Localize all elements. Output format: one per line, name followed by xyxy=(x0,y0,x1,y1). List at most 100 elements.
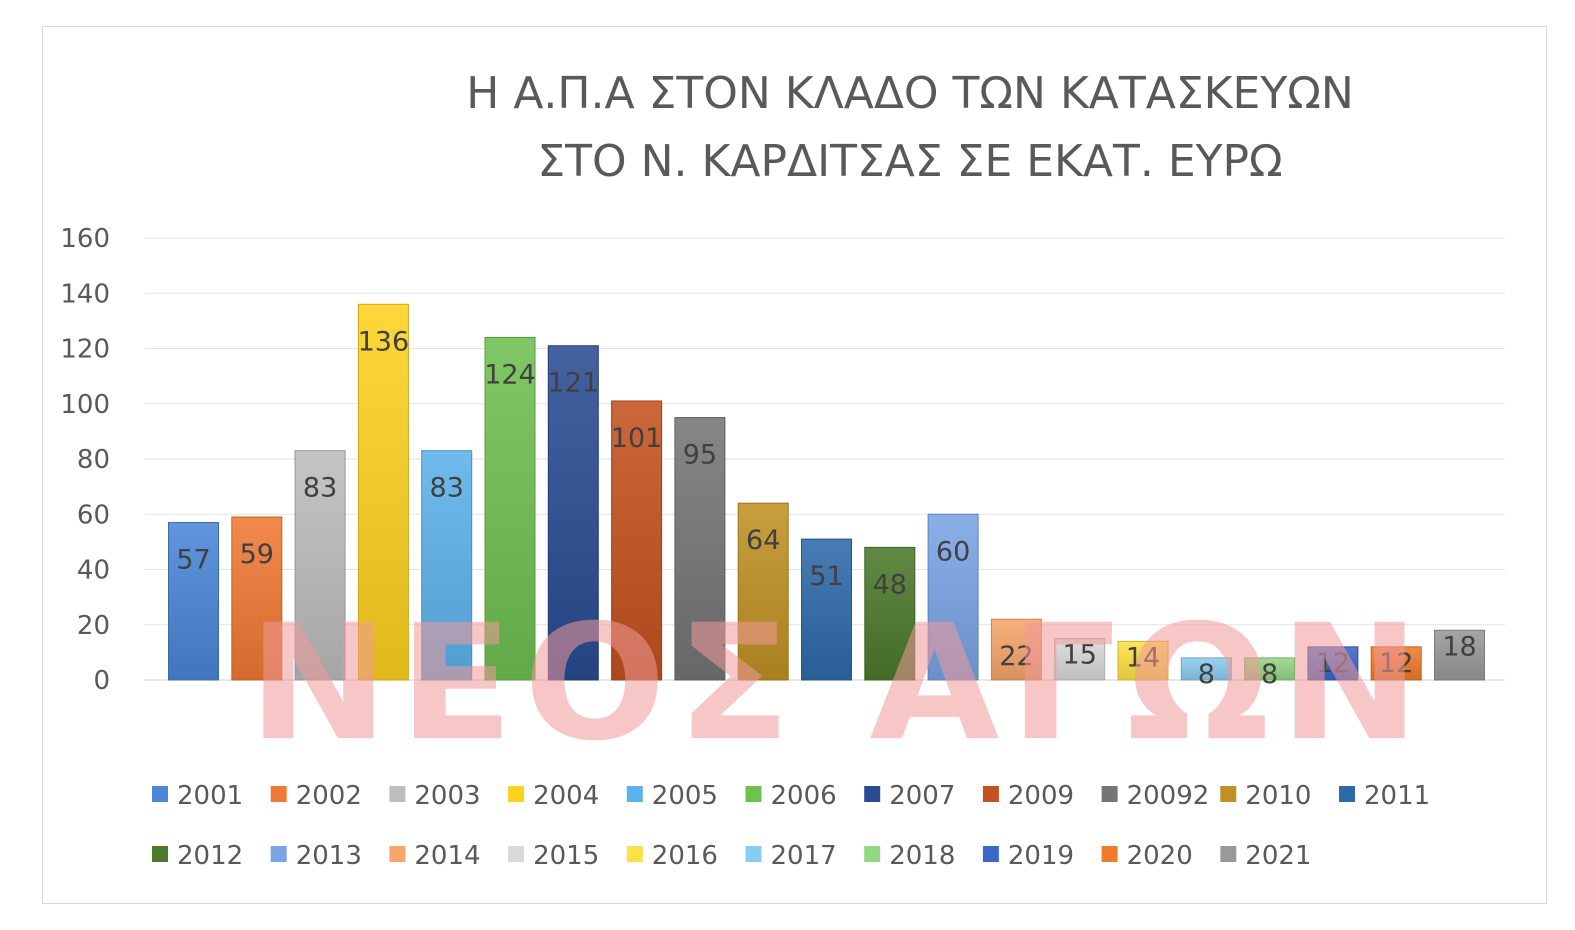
chart-title-line-1: Η Α.Π.Α ΣΤΟΝ ΚΛΑΔΟ ΤΩΝ ΚΑΤΑΣΚΕΥΩΝ xyxy=(466,68,1354,119)
legend-swatch xyxy=(745,786,762,802)
y-axis-ticks: 0 20 40 60 80 100 120 140 160 xyxy=(60,224,110,696)
legend-label: 20092 xyxy=(1127,781,1210,811)
legend-item-2018: 2018 xyxy=(864,841,955,871)
legend-item-2012: 2012 xyxy=(152,841,243,871)
data-label-20092: 95 xyxy=(683,440,717,471)
bar-2009 xyxy=(611,400,663,681)
bar-2003 xyxy=(294,450,346,681)
legend-swatch xyxy=(982,846,999,862)
chart-frame xyxy=(42,26,1547,904)
legend-label: 2013 xyxy=(296,841,362,871)
bar-2005 xyxy=(421,450,473,681)
data-label-2019: 12 xyxy=(1316,648,1350,679)
y-tick-label: 80 xyxy=(77,445,110,475)
data-label-2018: 8 xyxy=(1261,659,1278,690)
data-label-2021: 18 xyxy=(1442,631,1476,662)
legend-label: 2001 xyxy=(177,781,243,811)
bar-2020 xyxy=(1370,646,1422,681)
legend-swatch xyxy=(152,846,168,862)
y-tick-label: 160 xyxy=(60,224,110,254)
data-label-2011: 51 xyxy=(809,561,843,592)
legend-label: 2021 xyxy=(1245,841,1311,871)
legend-label: 2002 xyxy=(296,781,362,811)
legend-item-2016: 2016 xyxy=(626,841,718,871)
legend-swatch xyxy=(1101,786,1118,802)
data-label-2020: 12 xyxy=(1379,648,1413,679)
legend-label: 2019 xyxy=(1008,841,1074,871)
legend-label: 2006 xyxy=(771,781,837,811)
legend-item-2011: 2011 xyxy=(1339,781,1430,811)
legend-swatch xyxy=(864,786,881,802)
legend-item-2006: 2006 xyxy=(745,781,837,811)
data-label-2006: 124 xyxy=(484,359,536,390)
legend-item-2007: 2007 xyxy=(864,781,955,811)
legend-item-2009: 2009 xyxy=(982,781,1074,811)
data-label-2016: 14 xyxy=(1126,642,1160,673)
data-labels: 57 59 83 136 83 124 121 101 95 64 51 48 60 22 15 14 8 8 12… xyxy=(176,326,1476,690)
legend-swatch xyxy=(626,786,643,802)
legend-swatch xyxy=(389,846,406,862)
chart-title-line-2: ΣΤΟ Ν. ΚΑΡΔΙΤΣΑΣ ΣΕ ΕΚΑΤ. ΕΥΡΩ xyxy=(537,136,1283,187)
legend-swatch xyxy=(1339,786,1355,802)
bar-2019 xyxy=(1307,646,1359,681)
bar-2006 xyxy=(484,336,536,681)
data-label-2002: 59 xyxy=(240,539,274,570)
y-tick-label: 100 xyxy=(60,390,110,420)
bars xyxy=(168,303,1485,681)
legend-label: 2018 xyxy=(889,841,955,871)
legend-label: 2017 xyxy=(771,841,837,871)
legend-label: 2004 xyxy=(533,781,599,811)
legend-swatch xyxy=(864,846,881,862)
legend-item-2015: 2015 xyxy=(508,841,599,871)
legend-label: 2015 xyxy=(533,841,599,871)
bar-2001 xyxy=(168,522,219,681)
y-tick-label: 20 xyxy=(77,611,110,641)
y-tick-label: 140 xyxy=(60,279,110,309)
bar-2010 xyxy=(737,502,789,681)
legend-item-2013: 2013 xyxy=(270,841,362,871)
legend-label: 2010 xyxy=(1245,781,1311,811)
data-label-2010: 64 xyxy=(746,525,780,556)
legend-label: 2007 xyxy=(889,781,955,811)
data-label-2017: 8 xyxy=(1198,659,1215,690)
legend-label: 2012 xyxy=(177,841,243,871)
legend-item-2001: 2001 xyxy=(152,781,243,811)
legend-item-2021: 2021 xyxy=(1220,841,1311,871)
legend-swatch xyxy=(270,846,287,862)
data-label-2015: 15 xyxy=(1063,640,1097,671)
legend-item-2005: 2005 xyxy=(626,781,718,811)
legend-swatch xyxy=(1101,846,1118,862)
legend-swatch xyxy=(1220,846,1237,862)
bar-2018 xyxy=(1244,657,1296,681)
y-tick-label: 0 xyxy=(93,666,110,696)
legend-item-2002: 2002 xyxy=(270,781,362,811)
legend-swatch xyxy=(745,846,762,862)
legend-swatch xyxy=(389,786,406,802)
bar-2013 xyxy=(927,513,979,681)
chart-title: Η Α.Π.Α ΣΤΟΝ ΚΛΑΔΟ ΤΩΝ ΚΑΤΑΣΚΕΥΩΝ ΣΤΟ Ν.… xyxy=(330,60,1490,196)
data-label-2013: 60 xyxy=(936,536,970,567)
data-label-2004: 136 xyxy=(358,326,410,357)
y-tick-label: 120 xyxy=(60,335,110,365)
data-label-2012: 48 xyxy=(873,569,907,600)
legend-item-2020: 2020 xyxy=(1101,841,1193,871)
bar-2007 xyxy=(547,345,599,681)
bar-20092 xyxy=(674,417,726,681)
bar-2012 xyxy=(864,546,916,681)
legend-item-2017: 2017 xyxy=(745,841,837,871)
legend-item-2003: 2003 xyxy=(389,781,481,811)
legend-item-2019: 2019 xyxy=(982,841,1074,871)
y-tick-label: 60 xyxy=(77,500,110,530)
legend-label: 2020 xyxy=(1127,841,1193,871)
legend-swatch xyxy=(508,786,525,802)
bar-2016 xyxy=(1117,640,1169,681)
legend-swatch xyxy=(1220,786,1237,802)
legend-label: 2009 xyxy=(1008,781,1074,811)
legend-swatch xyxy=(152,786,168,802)
legend-item-2014: 2014 xyxy=(389,841,481,871)
data-label-2014: 22 xyxy=(999,641,1033,672)
data-label-2003: 83 xyxy=(303,473,337,504)
y-tick-label: 40 xyxy=(77,556,110,586)
legend-item-20092: 20092 xyxy=(1101,781,1210,811)
